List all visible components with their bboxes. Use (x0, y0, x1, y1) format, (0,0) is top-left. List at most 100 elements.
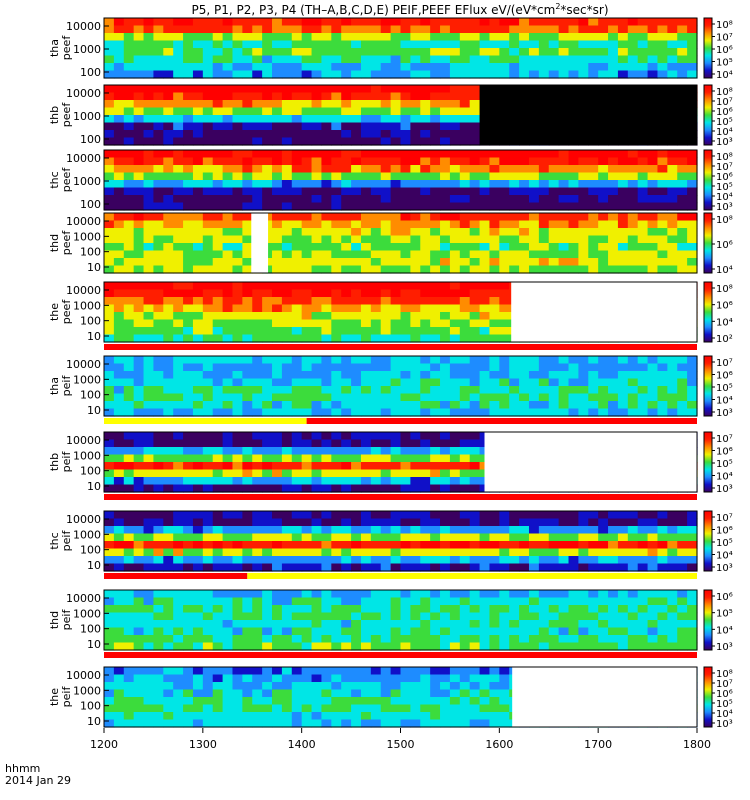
y-tick-label: 10 (87, 559, 101, 572)
colorbar-tick-label: 10⁴ (716, 396, 733, 407)
panel-label-line: tha (48, 39, 61, 57)
panel-label: thdpeif (48, 609, 73, 631)
panel-label: thapeef (48, 35, 73, 61)
colorbar-tick-label: 10⁸ (716, 669, 733, 680)
y-tick-label: 10000 (66, 358, 101, 371)
panel-label: thapeif (48, 375, 73, 397)
colorbar (703, 281, 713, 343)
status-bar-segment (104, 573, 248, 579)
y-tick-label: 10 (87, 638, 101, 651)
panel-frame (103, 84, 698, 146)
x-tick-label: 1800 (683, 738, 711, 751)
colorbar-tick-label: 10⁶ (716, 689, 733, 700)
y-tick-label: 100 (80, 389, 101, 402)
panel-frame (103, 281, 698, 343)
colorbar-tick-label: 10² (716, 334, 733, 345)
colorbar-tick-label: 10³ (716, 484, 733, 495)
spectrogram-image (104, 511, 698, 572)
panel-label-line: thd (48, 234, 61, 252)
y-tick-label: 100 (80, 198, 101, 211)
colorbar-tick-label: 10⁵ (716, 117, 733, 128)
panel-frame (103, 355, 698, 417)
spectrogram-image (104, 590, 698, 651)
panel-label: thbpeef (48, 102, 73, 128)
y-tick-label: 1000 (73, 43, 101, 56)
y-tick-label: 1000 (73, 449, 101, 462)
panel: 10 100 1000 10000 thdpeef 10⁴ 10⁶ 10⁸ (48, 212, 733, 276)
panel: 10 100 1000 10000 thdpeif 10³ 10⁴ 10⁵ 10⁶ (48, 589, 733, 658)
colorbar (703, 149, 713, 211)
date-label: 2014 Jan 29 (5, 774, 71, 787)
y-tick-label: 10000 (66, 669, 101, 682)
x-tick-label: 1500 (387, 738, 415, 751)
colorbar-tick-label: 10³ (716, 408, 733, 419)
no-data-fill (479, 85, 697, 145)
colorbar-tick-label: 10⁴ (716, 317, 733, 328)
colorbar (703, 510, 713, 572)
y-tick-label: 1000 (73, 175, 101, 188)
panel-label: thbpeif (48, 451, 73, 473)
spectrogram-image (104, 356, 698, 417)
spectrogram-image (104, 18, 698, 79)
panel-label-line: peef (60, 230, 73, 256)
y-tick-label: 10 (87, 330, 101, 343)
colorbar-tick-label: 10⁶ (716, 172, 733, 183)
status-bar-segment (247, 573, 697, 579)
colorbar-tick-label: 10⁵ (716, 538, 733, 549)
time-axis-label: hhmm (5, 762, 40, 775)
colorbar-tick-label: 10⁴ (716, 551, 733, 562)
panel-label-line: peif (60, 451, 73, 473)
panel-label-line: peif (60, 686, 73, 708)
y-tick-label: 10000 (66, 592, 101, 605)
x-tick-label: 1600 (485, 738, 513, 751)
panel-label-line: tha (48, 377, 61, 395)
colorbar-tick-label: 10⁵ (716, 383, 733, 394)
y-tick-label: 10 (87, 480, 101, 493)
colorbar-tick-label: 10³ (716, 642, 733, 653)
y-tick-label: 1000 (73, 299, 101, 312)
colorbar-tick-label: 10⁶ (716, 301, 733, 312)
panel-label: thdpeef (48, 230, 73, 256)
y-tick-label: 10000 (66, 513, 101, 526)
colorbar-tick-label: 10⁴ (716, 127, 733, 138)
colorbar (703, 212, 713, 274)
y-tick-label: 100 (80, 66, 101, 79)
y-tick-label: 10 (87, 261, 101, 274)
colorbar-tick-label: 10⁵ (716, 459, 733, 470)
colorbar-tick-label: 10⁴ (716, 709, 733, 720)
y-tick-label: 1000 (73, 684, 101, 697)
panel-label-line: thc (48, 171, 61, 188)
panel-label-line: thb (48, 106, 61, 124)
data-gap (251, 213, 269, 273)
colorbar-tick-label: 10⁴ (716, 192, 733, 203)
y-tick-label: 100 (80, 465, 101, 478)
colorbar-tick-label: 10⁴ (716, 70, 733, 81)
panel-label-line: peif (60, 375, 73, 397)
colorbar-tick-label: 10⁸ (716, 284, 733, 295)
panel-frame (103, 17, 698, 79)
panel-label-line: thb (48, 453, 61, 471)
status-bar-segment (104, 418, 307, 424)
y-tick-label: 1000 (73, 607, 101, 620)
y-tick-label: 100 (80, 133, 101, 146)
panel-label-line: peif (60, 609, 73, 631)
colorbar-tick-label: 10³ (716, 719, 733, 730)
panel-frame (103, 212, 698, 274)
y-tick-label: 1000 (73, 373, 101, 386)
panel-label: thepeef (48, 299, 73, 325)
y-tick-label: 1000 (73, 110, 101, 123)
colorbar-tick-label: 10³ (716, 202, 733, 213)
status-bar-segment (306, 418, 697, 424)
title-superscript: 2 (555, 2, 560, 11)
figure-title: P5, P1, P2, P3, P4 (TH–A,B,C,D,E) PEIF,P… (191, 2, 608, 17)
colorbar-tick-label: 10⁶ (716, 592, 733, 603)
panel-label: thcpeef (48, 167, 73, 193)
colorbar-tick-label: 10³ (716, 137, 733, 148)
colorbar-tick-label: 10⁷ (716, 679, 733, 690)
panel-label-line: peef (60, 102, 73, 128)
colorbar-tick-label: 10⁵ (716, 699, 733, 710)
